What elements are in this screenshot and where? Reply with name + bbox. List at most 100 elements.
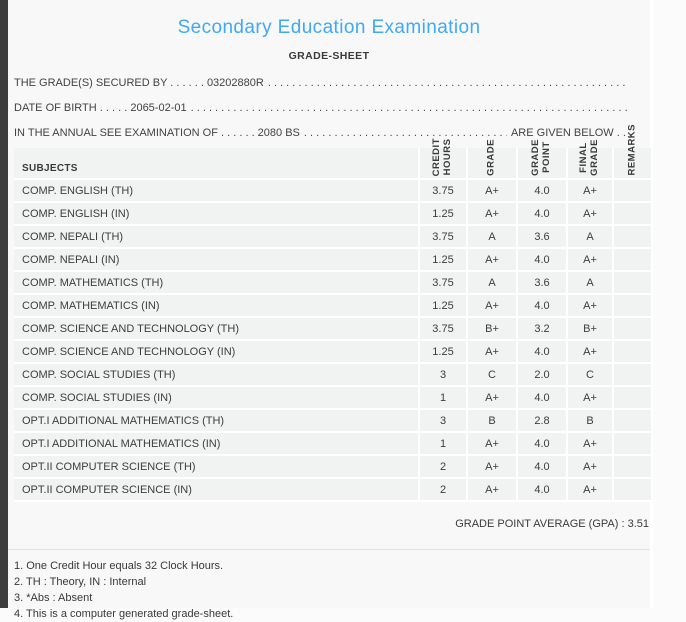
grade-point-cell: 4.0 — [518, 180, 568, 203]
credit-hours-cell: 1.25 — [420, 295, 468, 318]
table-row: COMP. SCIENCE AND TECHNOLOGY (IN) 1.25 A… — [14, 341, 653, 364]
final-grade-cell: A — [568, 226, 614, 249]
table-row: OPT.I ADDITIONAL MATHEMATICS (TH) 3 B 2.… — [14, 410, 653, 433]
remarks-cell — [614, 341, 653, 364]
subject-cell: COMP. NEPALI (IN) — [14, 249, 420, 272]
subject-cell: OPT.I ADDITIONAL MATHEMATICS (IN) — [14, 433, 420, 456]
subject-cell: OPT.I ADDITIONAL MATHEMATICS (TH) — [14, 410, 420, 433]
info-label-value: IN THE ANNUAL SEE EXAMINATION OF . . . .… — [14, 127, 300, 139]
subject-cell: COMP. ENGLISH (IN) — [14, 203, 420, 226]
grade-point-cell: 4.0 — [518, 456, 568, 479]
remarks-cell — [614, 180, 653, 203]
remarks-cell — [614, 433, 653, 456]
grade-point-cell: 4.0 — [518, 295, 568, 318]
subject-cell: COMP. SOCIAL STUDIES (TH) — [14, 364, 420, 387]
table-row: COMP. SCIENCE AND TECHNOLOGY (TH) 3.75 B… — [14, 318, 653, 341]
remarks-cell — [614, 249, 653, 272]
final-grade-cell: A+ — [568, 180, 614, 203]
remarks-cell — [614, 226, 653, 249]
info-label-value: DATE OF BIRTH . . . . . 2065-02-01 — [14, 102, 187, 114]
credit-hours-cell: 1.25 — [420, 203, 468, 226]
subject-cell: COMP. MATHEMATICS (TH) — [14, 272, 420, 295]
credit-hours-cell: 1.25 — [420, 341, 468, 364]
final-grade-cell: A+ — [568, 456, 614, 479]
grade-point-cell: 4.0 — [518, 341, 568, 364]
grade-cell: A+ — [468, 387, 518, 410]
final-grade-cell: A+ — [568, 249, 614, 272]
table-row: COMP. SOCIAL STUDIES (TH) 3 C 2.0 C — [14, 364, 653, 387]
credit-hours-cell: 2 — [420, 456, 468, 479]
grade-cell: B+ — [468, 318, 518, 341]
table-row: COMP. ENGLISH (TH) 3.75 A+ 4.0 A+ — [14, 180, 653, 203]
remarks-cell — [614, 479, 653, 502]
credit-hours-cell: 1 — [420, 433, 468, 456]
info-line-examination-year: IN THE ANNUAL SEE EXAMINATION OF . . . .… — [14, 121, 632, 146]
credit-hours-cell: 3 — [420, 364, 468, 387]
credit-hours-cell: 3.75 — [420, 318, 468, 341]
table-row: COMP. SOCIAL STUDIES (IN) 1 A+ 4.0 A+ — [14, 387, 653, 410]
final-grade-cell: A+ — [568, 387, 614, 410]
remarks-cell — [614, 410, 653, 433]
dotted-fill: . . . . . . . . . . . . . . . . . . . . … — [303, 127, 507, 139]
grade-cell: A+ — [468, 180, 518, 203]
grade-table: SUBJECTS CREDIT HOURS GRADE GRADE POINT … — [14, 124, 653, 502]
grade-cell: A+ — [468, 341, 518, 364]
subject-cell: COMP. MATHEMATICS (IN) — [14, 295, 420, 318]
remarks-cell — [614, 387, 653, 410]
column-header-subjects: SUBJECTS — [14, 148, 420, 180]
subject-cell: COMP. SCIENCE AND TECHNOLOGY (IN) — [14, 341, 420, 364]
note-line: 4. This is a computer generated grade-sh… — [14, 608, 234, 620]
table-header-row: SUBJECTS CREDIT HOURS GRADE GRADE POINT … — [14, 124, 653, 180]
subject-cell: COMP. SOCIAL STUDIES (IN) — [14, 387, 420, 410]
grade-cell: A — [468, 226, 518, 249]
column-header-grade-point: GRADE POINT — [518, 139, 568, 180]
table-row: COMP. NEPALI (IN) 1.25 A+ 4.0 A+ — [14, 249, 653, 272]
dotted-fill: . . . . . . . . . . . . . . . . . . . . … — [267, 77, 628, 89]
grade-cell: B — [468, 410, 518, 433]
grade-cell: A — [468, 272, 518, 295]
note-line: 3. *Abs : Absent — [14, 592, 93, 604]
credit-hours-cell: 3.75 — [420, 272, 468, 295]
column-header-grade: GRADE — [468, 139, 518, 180]
final-grade-cell: A+ — [568, 295, 614, 318]
grade-cell: A+ — [468, 295, 518, 318]
table-row: OPT.I ADDITIONAL MATHEMATICS (IN) 1 A+ 4… — [14, 433, 653, 456]
credit-hours-cell: 3 — [420, 410, 468, 433]
info-line-grades-secured-by: THE GRADE(S) SECURED BY . . . . . . 0320… — [14, 71, 632, 96]
table-row: COMP. ENGLISH (IN) 1.25 A+ 4.0 A+ — [14, 203, 653, 226]
remarks-cell — [614, 272, 653, 295]
subject-cell: COMP. SCIENCE AND TECHNOLOGY (TH) — [14, 318, 420, 341]
page-title: Secondary Education Examination — [177, 17, 481, 38]
grade-point-cell: 4.0 — [518, 387, 568, 410]
subject-cell: OPT.II COMPUTER SCIENCE (IN) — [14, 479, 420, 502]
remarks-cell — [614, 364, 653, 387]
table-row: COMP. MATHEMATICS (IN) 1.25 A+ 4.0 A+ — [14, 295, 653, 318]
grade-sheet-panel: Secondary Education Examination GRADE-SH… — [8, 0, 653, 620]
footnotes-section: 1. One Credit Hour equals 32 Clock Hours… — [8, 549, 650, 622]
final-grade-cell: A+ — [568, 341, 614, 364]
grade-point-cell: 4.0 — [518, 479, 568, 502]
final-grade-cell: B+ — [568, 318, 614, 341]
column-header-final-grade: FINAL GRADE — [568, 139, 614, 180]
remarks-cell — [614, 203, 653, 226]
subject-cell: OPT.II COMPUTER SCIENCE (TH) — [14, 456, 420, 479]
grade-point-cell: 4.0 — [518, 249, 568, 272]
note-line: 2. TH : Theory, IN : Internal — [14, 576, 147, 588]
grade-point-cell: 3.2 — [518, 318, 568, 341]
gpa-summary: GRADE POINT AVERAGE (GPA) : 3.51 — [455, 518, 649, 530]
final-grade-cell: C — [568, 364, 614, 387]
grade-cell: A+ — [468, 249, 518, 272]
final-grade-cell: B — [568, 410, 614, 433]
note-line: 1. One Credit Hour equals 32 Clock Hours… — [14, 560, 224, 572]
final-grade-cell: A+ — [568, 433, 614, 456]
column-header-credit-hours: CREDIT HOURS — [420, 138, 468, 180]
final-grade-cell: A+ — [568, 203, 614, 226]
credit-hours-cell: 1 — [420, 387, 468, 410]
grade-cell: A+ — [468, 456, 518, 479]
info-suffix: ARE GIVEN BELOW . . . — [510, 127, 632, 139]
info-label-value: THE GRADE(S) SECURED BY . . . . . . 0320… — [14, 77, 264, 89]
column-header-remarks: REMARKS — [614, 124, 653, 180]
page-subtitle: GRADE-SHEET — [288, 50, 370, 62]
credit-hours-cell: 2 — [420, 479, 468, 502]
grade-point-cell: 4.0 — [518, 203, 568, 226]
